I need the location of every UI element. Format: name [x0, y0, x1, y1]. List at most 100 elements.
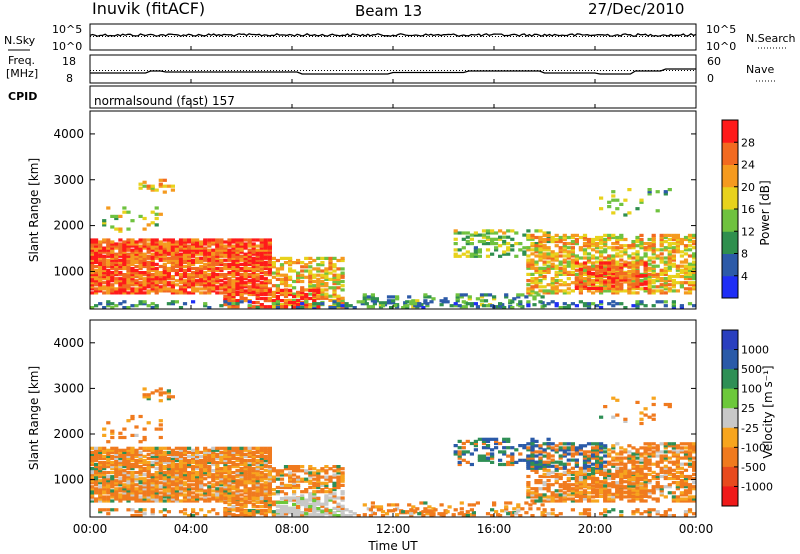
range-cell [114, 452, 119, 456]
range-cell [651, 256, 656, 260]
range-cell [130, 487, 135, 491]
range-cell [550, 470, 555, 474]
range-cell [300, 296, 305, 301]
range-cell [591, 280, 596, 284]
range-cell [195, 279, 200, 283]
range-cell [304, 263, 309, 267]
range-cell [671, 248, 676, 252]
range-cell [558, 483, 563, 487]
range-cell [312, 258, 317, 263]
range-cell [223, 244, 228, 248]
range-cell [191, 475, 196, 479]
range-cell [98, 475, 103, 479]
range-cell [554, 289, 559, 293]
range-cell [534, 470, 539, 474]
range-cell [110, 499, 115, 503]
range-cell [554, 302, 559, 306]
range-cell [114, 475, 119, 479]
range-cell [599, 470, 604, 474]
range-cell [146, 250, 151, 254]
range-cell [263, 460, 268, 465]
range-cell [595, 462, 600, 466]
range-cell [231, 479, 236, 483]
range-cell [485, 248, 491, 252]
range-cell [126, 238, 131, 242]
range-cell [655, 209, 660, 213]
range-cell [288, 275, 293, 279]
range-cell [134, 462, 139, 467]
range-cell [595, 268, 600, 272]
range-cell [455, 299, 460, 303]
range-cell [574, 258, 579, 262]
range-cell [671, 235, 676, 240]
range-cell [578, 466, 583, 470]
range-cell [106, 287, 111, 291]
range-cell [243, 460, 248, 465]
range-cell [154, 304, 159, 308]
range-cell [142, 238, 147, 242]
range-cell [336, 286, 341, 290]
range-cell [114, 304, 119, 308]
range-cell [550, 491, 555, 495]
range-cell [599, 462, 604, 466]
range-cell [170, 491, 175, 495]
range-cell [586, 497, 592, 501]
range-cell [203, 448, 208, 452]
range-cell [490, 452, 495, 456]
range-cell [320, 302, 325, 306]
range-cell [300, 306, 305, 310]
range-cell [223, 262, 228, 266]
range-cell [643, 265, 648, 269]
range-cell [492, 503, 497, 507]
range-cell [578, 468, 583, 472]
range-cell [570, 248, 575, 252]
range-cell [142, 473, 147, 477]
range-cell [215, 497, 220, 501]
range-cell [251, 273, 256, 277]
range-cell [187, 252, 192, 256]
range-cell [643, 448, 648, 452]
range-cell [320, 502, 325, 506]
range-cell [312, 296, 317, 300]
range-cell [102, 487, 107, 491]
range-cell [231, 448, 236, 452]
range-cell [255, 462, 260, 467]
range-cell [566, 462, 571, 466]
range-cell [578, 446, 583, 450]
range-cell [231, 254, 236, 258]
range-cell [582, 263, 588, 267]
range-cell [643, 280, 648, 284]
range-cell [166, 495, 171, 499]
range-cell [635, 265, 640, 269]
range-cell [687, 248, 693, 252]
y-tick-label: 2000 [53, 219, 84, 233]
range-cell [102, 275, 107, 279]
range-cell [235, 469, 240, 473]
range-cell [271, 467, 276, 471]
range-cell [316, 302, 321, 306]
range-cell [158, 499, 163, 503]
range-cell [574, 242, 579, 246]
range-cell [182, 452, 188, 456]
range-cell [182, 279, 188, 283]
range-cell [94, 283, 99, 287]
range-cell [150, 264, 155, 269]
range-cell [296, 292, 301, 297]
range-cell [546, 456, 551, 460]
range-cell [526, 302, 531, 306]
range-cell [170, 395, 175, 399]
range-cell [235, 273, 240, 277]
range-cell [102, 499, 107, 503]
range-cell [643, 456, 648, 460]
range-cell [251, 244, 256, 248]
range-cell [647, 262, 652, 266]
range-cell [211, 452, 216, 456]
range-cell [679, 260, 684, 264]
range-cell [150, 252, 155, 256]
range-cell [275, 286, 280, 290]
range-cell [554, 499, 559, 503]
range-cell [340, 490, 345, 494]
range-cell [98, 277, 103, 281]
range-cell [562, 283, 567, 287]
range-cell [566, 287, 571, 291]
